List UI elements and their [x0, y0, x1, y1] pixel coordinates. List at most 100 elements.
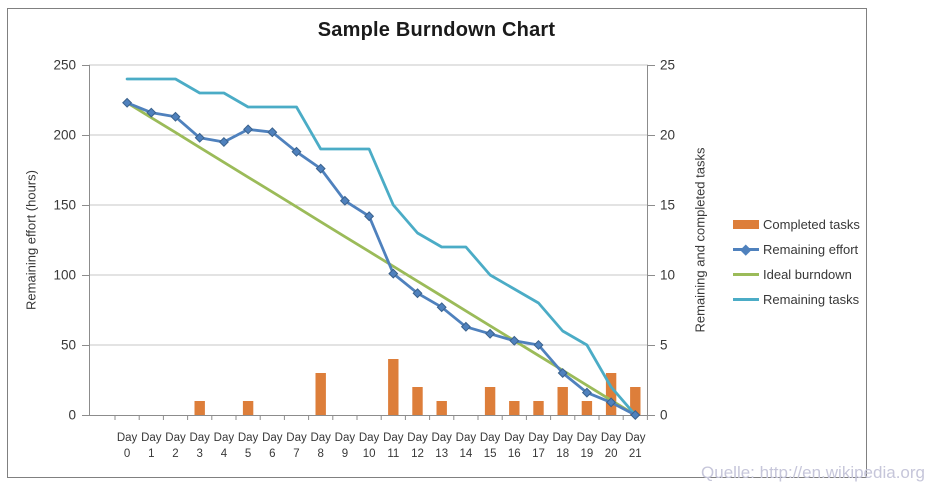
legend-item-ideal-burndown: Ideal burndown: [733, 262, 860, 287]
left-axis-tick-label: 150: [53, 198, 76, 213]
remaining-effort-marker: [122, 97, 133, 108]
x-axis-label-word: Day: [552, 432, 573, 444]
remaining-effort-marker: [170, 111, 181, 122]
right-axis-tick-label: 5: [660, 338, 668, 353]
completed-tasks-bar: [484, 387, 496, 415]
x-axis-label-word: Day: [310, 432, 331, 444]
x-axis-label-number: 21: [629, 448, 642, 460]
x-axis-label-number: 15: [484, 448, 497, 460]
x-axis-label-word: Day: [504, 432, 525, 444]
x-axis-label-word: Day: [141, 432, 162, 444]
remaining-effort-marker: [146, 107, 157, 118]
x-axis-label-word: Day: [407, 432, 428, 444]
completed-tasks-bar: [557, 387, 568, 415]
remaining-effort-marker: [243, 124, 254, 135]
x-axis-label-word: Day: [359, 432, 380, 444]
right-axis-tick-label: 10: [660, 268, 675, 283]
left-axis-tick-label: 50: [61, 338, 76, 353]
left-axis-tick-label: 0: [68, 408, 76, 423]
completed-tasks-bar: [630, 387, 641, 415]
x-axis-label-number: 19: [581, 448, 594, 460]
x-axis-label-word: Day: [286, 432, 307, 444]
remaining-tasks-swatch-icon: [733, 293, 759, 306]
left-axis-title: Remaining effort (hours): [23, 170, 39, 310]
x-axis-label-number: 18: [556, 448, 569, 460]
chart-border: [7, 8, 867, 478]
legend-item-remaining-tasks: Remaining tasks: [733, 287, 860, 312]
legend-label-completed-tasks: Completed tasks: [763, 217, 860, 232]
remaining-effort-marker: [412, 288, 423, 299]
remaining-effort-marker: [533, 339, 544, 351]
remaining-tasks-line: [125, 77, 637, 417]
legend-item-completed-tasks: Completed tasks: [733, 212, 860, 237]
left-axis-tick-label: 100: [53, 268, 76, 283]
x-axis-label-number: 4: [221, 448, 228, 460]
remaining-effort-marker: [557, 367, 568, 379]
x-axis-label-word: Day: [601, 432, 622, 444]
ideal-burndown-line: [125, 101, 637, 417]
left-axis-tick-label: 250: [53, 58, 76, 73]
x-axis-label-word: Day: [480, 432, 501, 444]
remaining-effort-marker: [485, 328, 496, 339]
x-axis-label-number: 7: [293, 448, 299, 460]
x-axis-label-number: 8: [317, 448, 323, 460]
left-axis-tick-label: 200: [53, 128, 76, 143]
remaining-effort-marker: [509, 335, 520, 346]
legend-label-remaining-tasks: Remaining tasks: [763, 292, 860, 307]
remaining-effort-marker: [630, 409, 641, 421]
legend-label-ideal-burndown: Ideal burndown: [763, 267, 852, 282]
x-axis-label-number: 14: [460, 448, 473, 460]
x-axis-label-word: Day: [383, 432, 404, 444]
completed-tasks-bar: [533, 401, 544, 415]
right-axis-title: Remaining and completed tasks: [692, 147, 708, 333]
remaining-effort-marker: [364, 211, 375, 222]
right-axis-tick-label: 20: [660, 128, 675, 143]
x-axis-label-number: 1: [148, 448, 154, 460]
x-axis-label-number: 10: [363, 448, 376, 460]
legend: Completed tasks Remaining effort Ideal b…: [733, 212, 860, 312]
right-axis-tick-label: 25: [660, 58, 675, 73]
completed-tasks-swatch-icon: [733, 218, 759, 231]
remaining-effort-marker: [436, 302, 447, 313]
x-axis-label-word: Day: [335, 432, 356, 444]
ideal-burndown-swatch-icon: [733, 268, 759, 281]
x-axis-label-word: Day: [262, 432, 283, 444]
x-axis-label-number: 5: [245, 448, 251, 460]
remaining-effort-marker: [194, 132, 205, 143]
remaining-effort-marker: [291, 146, 302, 157]
x-axis-label-number: 12: [411, 448, 424, 460]
x-axis-label-word: Day: [165, 432, 186, 444]
completed-tasks-bar: [581, 401, 593, 415]
x-axis-label-number: 11: [387, 448, 399, 460]
x-axis-label-word: Day: [189, 432, 210, 444]
remaining-effort-marker: [581, 387, 592, 398]
completed-tasks-bar: [509, 401, 520, 415]
chart-title: Sample Burndown Chart: [317, 19, 556, 41]
remaining-effort-marker: [460, 321, 471, 332]
x-axis-label-number: 0: [124, 448, 130, 460]
right-axis-tick-label: 0: [660, 408, 668, 423]
legend-label-remaining-effort: Remaining effort: [763, 242, 859, 257]
x-axis-label-word: Day: [214, 432, 235, 444]
x-axis-label-number: 6: [269, 448, 275, 460]
x-axis-label-word: Day: [117, 432, 138, 444]
remaining-effort-marker: [388, 268, 399, 279]
remaining-effort-marker: [606, 397, 617, 408]
right-axis-tick-label: 15: [660, 198, 675, 213]
x-axis-label-word: Day: [528, 432, 549, 444]
remaining-effort-marker: [218, 136, 229, 148]
x-axis-label-number: 3: [196, 448, 202, 460]
x-axis-label-number: 2: [172, 448, 178, 460]
completed-tasks-bar: [242, 401, 254, 415]
x-axis-label-word: Day: [238, 432, 259, 444]
completed-tasks-bar: [605, 373, 617, 415]
completed-tasks-bar: [412, 387, 423, 415]
remaining-effort-marker: [339, 195, 350, 206]
completed-tasks-bar: [436, 401, 447, 415]
remaining-effort-marker: [267, 127, 278, 138]
completed-tasks-bar: [388, 359, 399, 415]
x-axis-label-word: Day: [625, 432, 646, 444]
completed-tasks-bar: [194, 401, 205, 415]
remaining-effort-line: [125, 101, 637, 417]
